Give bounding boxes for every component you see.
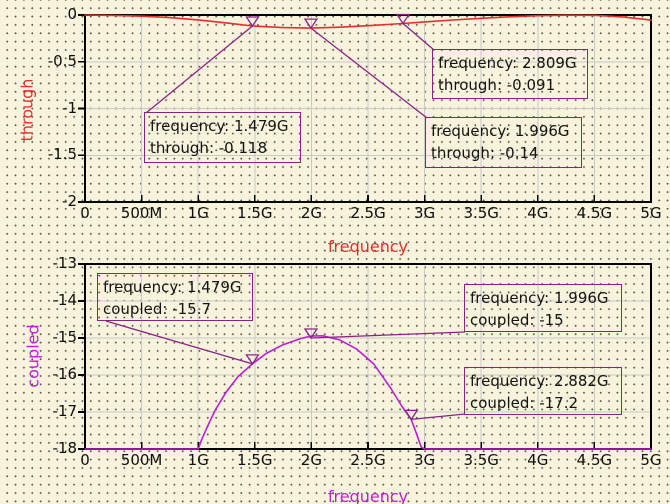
x-tick-label: 4.5G xyxy=(576,451,613,469)
marker-box-coupled-1996[interactable]: frequency: 1.996G coupled: -15 xyxy=(464,284,622,332)
marker-box-line: frequency: 2.882G xyxy=(470,372,609,390)
marker-triangle[interactable] xyxy=(245,354,260,366)
marker-leader-line xyxy=(145,25,253,114)
marker-leader-line xyxy=(402,23,435,51)
x-tick-label: 1G xyxy=(187,204,209,222)
marker-triangle[interactable] xyxy=(404,409,419,421)
x-tick-label: 1.5G xyxy=(237,204,273,222)
x-tick-label: 2G xyxy=(300,204,322,222)
marker-box-line: through: -0.091 xyxy=(438,76,556,94)
marker-box-line: coupled: -17.2 xyxy=(470,394,579,412)
x-axis-label-frequency-bottom: frequency xyxy=(327,487,409,504)
x-tick-label: 0 xyxy=(80,451,90,469)
y-tick-label: -14 xyxy=(52,291,78,309)
marker-triangle[interactable] xyxy=(303,328,319,340)
x-tick-label: 1.5G xyxy=(237,451,273,469)
y-tick-label: -0.5 xyxy=(47,51,77,70)
marker-leader-line xyxy=(411,413,466,421)
marker-box-line: through: -0.14 xyxy=(431,144,539,162)
x-tick-label: 3.5G xyxy=(463,204,499,222)
y-tick-label: -2 xyxy=(62,192,77,210)
marker-box-through-1479[interactable]: frequency: 1.479G through: -0.118 xyxy=(144,112,301,163)
marker-box-line: frequency: 2.809G xyxy=(438,54,577,72)
y-tick-label: -1 xyxy=(62,98,77,117)
x-tick-label: 5G xyxy=(640,204,662,222)
x-tick-label: 5G xyxy=(640,451,662,469)
marker-box-line: through: -0.118 xyxy=(150,139,268,157)
curve-through[interactable] xyxy=(84,14,652,29)
x-tick-label: 500M xyxy=(120,451,163,469)
y-tick-label: -15 xyxy=(52,328,78,346)
marker-box-through-1996[interactable]: frequency: 1.996G through: -0.14 xyxy=(425,117,582,168)
x-tick-label: 500M xyxy=(120,204,163,222)
y-tick-label: -16 xyxy=(52,365,78,383)
x-tick-label: 4G xyxy=(527,204,549,222)
marker-box-coupled-1479[interactable]: frequency: 1.479G coupled: -15.7 xyxy=(97,273,253,321)
y-tick-label: -17 xyxy=(52,402,78,420)
x-tick-label: 2.5G xyxy=(350,204,386,222)
x-tick-label: 4.5G xyxy=(576,204,613,222)
y-tick-label: -1.5 xyxy=(47,145,77,164)
x-tick-label: 3G xyxy=(414,451,436,469)
y-tick-label: 0 xyxy=(67,5,77,23)
marker-box-line: coupled: -15.7 xyxy=(103,300,212,318)
marker-triangle[interactable] xyxy=(303,18,319,30)
x-tick-label: 0 xyxy=(80,204,90,222)
x-tick-label: 3G xyxy=(414,204,436,222)
marker-box-through-2809[interactable]: frequency: 2.809G through: -0.091 xyxy=(432,49,588,99)
x-tick-label: 3.5G xyxy=(463,451,499,469)
marker-leader-line xyxy=(310,331,466,339)
marker-box-line: frequency: 1.996G xyxy=(470,289,609,307)
marker-box-line: coupled: -15 xyxy=(470,311,564,329)
x-tick-label: 2.5G xyxy=(350,451,386,469)
marker-box-line: frequency: 1.479G xyxy=(150,117,289,135)
marker-box-line: frequency: 1.479G xyxy=(103,278,242,296)
marker-box-coupled-2882[interactable]: frequency: 2.882G coupled: -17.2 xyxy=(464,367,622,415)
marker-triangle[interactable] xyxy=(395,13,411,25)
marker-triangle[interactable] xyxy=(245,16,260,28)
y-tick-label: -18 xyxy=(52,439,78,457)
x-tick-label: 4G xyxy=(527,451,549,469)
marker-leader-line xyxy=(105,320,253,365)
marker-leader-line xyxy=(310,27,428,119)
curve-coupled[interactable] xyxy=(84,334,652,450)
y-tick-label: -13 xyxy=(52,254,78,272)
x-tick-label: 1G xyxy=(187,451,209,469)
x-axis-label-frequency-top: frequency xyxy=(327,237,409,256)
x-tick-label: 2G xyxy=(300,451,322,469)
marker-box-line: frequency: 1.996G xyxy=(431,122,570,140)
